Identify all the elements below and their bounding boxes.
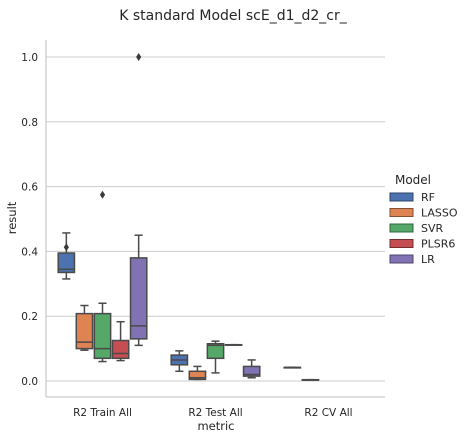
box-body — [131, 258, 147, 339]
legend-label-svr: SVR — [421, 222, 444, 235]
y-tick-label: 0.4 — [21, 246, 38, 258]
legend-swatch-plsr6 — [390, 240, 413, 248]
box-lasso-2 — [302, 380, 318, 381]
legend-label-plsr6: PLSR6 — [421, 238, 455, 251]
box-lasso-1 — [189, 366, 205, 379]
y-tick-labels: 0.0 0.2 0.4 0.6 0.8 1.0 — [21, 52, 38, 388]
box-body — [94, 314, 110, 359]
box-plsr6-0 — [112, 322, 128, 361]
box-lr-1 — [244, 360, 260, 378]
y-tick-label: 1.0 — [21, 52, 38, 64]
outlier-point — [136, 53, 141, 61]
x-tick-labels: R2 Train All R2 Test All R2 CV All — [73, 407, 353, 419]
legend: Model RF LASSO SVR PLSR6 LR — [390, 173, 458, 266]
box-lr-0 — [131, 53, 147, 345]
y-tick-label: 0.6 — [21, 182, 38, 194]
legend-swatch-lasso — [390, 209, 413, 217]
box-svr-0 — [94, 191, 110, 362]
box-plsr6-1 — [225, 345, 241, 346]
box-svr-1 — [207, 341, 223, 373]
box-lasso-0 — [76, 306, 92, 351]
chart-title: K standard Model scE_d1_d2_cr_ — [119, 8, 348, 24]
y-tick-label: 0.2 — [21, 311, 38, 323]
outlier-point — [64, 243, 69, 251]
legend-swatch-rf — [390, 193, 413, 201]
box-rf-1 — [171, 351, 187, 371]
legend-title: Model — [395, 173, 431, 187]
x-tick-label: R2 Test All — [188, 407, 242, 419]
x-tick-label: R2 Train All — [73, 407, 132, 419]
y-tick-label: 0.8 — [21, 117, 38, 129]
box-rf-2 — [284, 367, 300, 368]
legend-label-rf: RF — [421, 191, 435, 204]
box-body — [112, 341, 128, 359]
legend-label-lasso: LASSO — [421, 207, 458, 220]
x-axis-label: metric — [197, 419, 234, 433]
legend-swatch-lr — [390, 255, 413, 263]
box-body — [76, 314, 92, 349]
y-tick-label: 0.0 — [21, 376, 38, 388]
y-axis-label: result — [5, 201, 19, 234]
x-tick-label: R2 CV All — [304, 407, 352, 419]
box-rf-0 — [58, 233, 74, 279]
outlier-point — [100, 191, 105, 199]
legend-swatch-svr — [390, 224, 413, 232]
legend-label-lr: LR — [421, 253, 435, 266]
box-groups — [58, 53, 318, 380]
